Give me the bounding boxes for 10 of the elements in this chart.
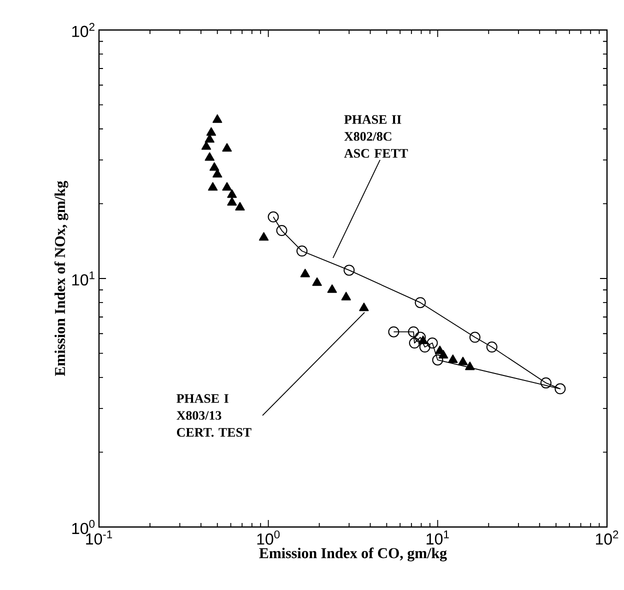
x-axis-title: Emission Index of CO, gm/kg <box>259 548 447 562</box>
y-axis-title: Emission Index of NOx, gm/kg <box>54 180 68 376</box>
x-tick-label: 10$^{0}$ <box>257 530 280 545</box>
y-tick-label: 10$^{0}$ <box>72 520 95 534</box>
y-tick-label: 10$^{1}$ <box>72 271 94 286</box>
annotation: PHASE II X802/8C ASC FETT <box>344 115 408 158</box>
annotation: PHASE I X803/13 CERT. TEST <box>176 394 252 437</box>
x-tick-label: 10$^{1}$ <box>426 530 449 545</box>
y-tick-label: 10$^{2}$ <box>72 22 94 38</box>
x-tick-label: 10$^{2}$ <box>596 530 618 545</box>
